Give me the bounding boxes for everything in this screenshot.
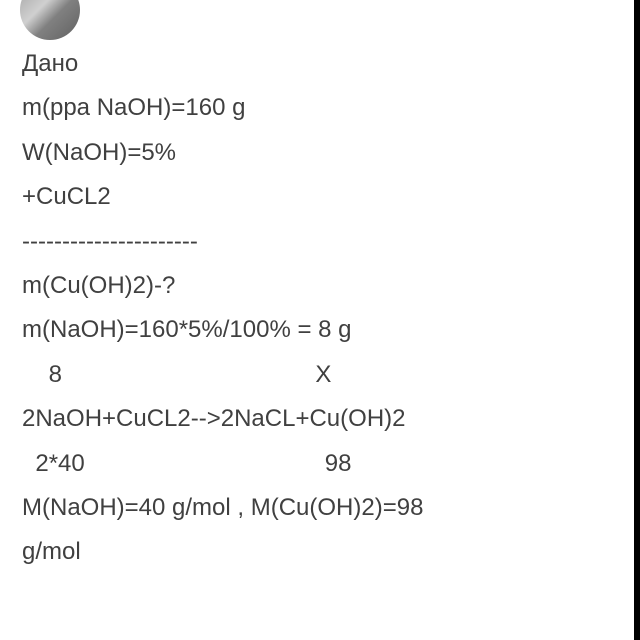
text-line: Дано [22,42,618,86]
right-border-bar [634,0,640,640]
text-line: M(NaOH)=40 g/mol , M(Cu(OH)2)=98 [22,486,618,530]
text-line: +CuCL2 [22,175,618,219]
text-line: m(Cu(OH)2)-? [22,264,618,308]
avatar [20,0,80,40]
text-line: 2*40 98 [22,442,618,486]
text-line: 8 X [22,353,618,397]
text-line: g/mol [22,530,618,574]
solution-text: Дано m(ppa NaOH)=160 g W(NaOH)=5% +CuCL2… [22,42,618,575]
text-line: m(NaOH)=160*5%/100% = 8 g [22,308,618,352]
text-line: 2NaOH+CuCL2-->2NaCL+Cu(OH)2 [22,397,618,441]
text-line: ---------------------- [22,220,618,264]
text-line: m(ppa NaOH)=160 g [22,86,618,130]
text-line: W(NaOH)=5% [22,131,618,175]
